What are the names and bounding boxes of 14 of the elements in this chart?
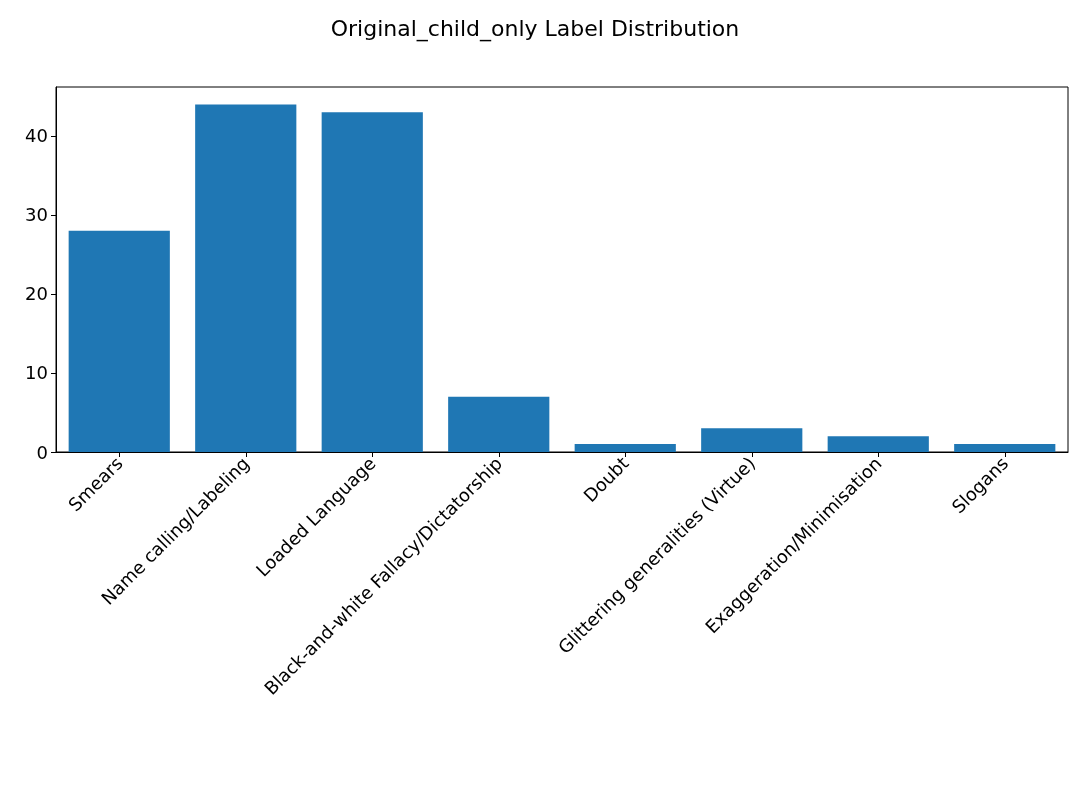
bar [195, 104, 297, 452]
y-tick-label: 40 [25, 125, 48, 147]
bar [954, 444, 1056, 452]
y-tick-label: 30 [25, 204, 48, 226]
chart-title: Original_child_only Label Distribution [330, 15, 740, 42]
bar [701, 428, 803, 452]
bar [321, 112, 423, 452]
bar [827, 436, 929, 452]
bar [448, 396, 550, 452]
y-tick-label: 10 [25, 362, 48, 384]
bar [574, 444, 676, 452]
bar [68, 230, 170, 452]
y-tick-label: 0 [36, 441, 48, 463]
y-tick-label: 20 [25, 283, 48, 305]
